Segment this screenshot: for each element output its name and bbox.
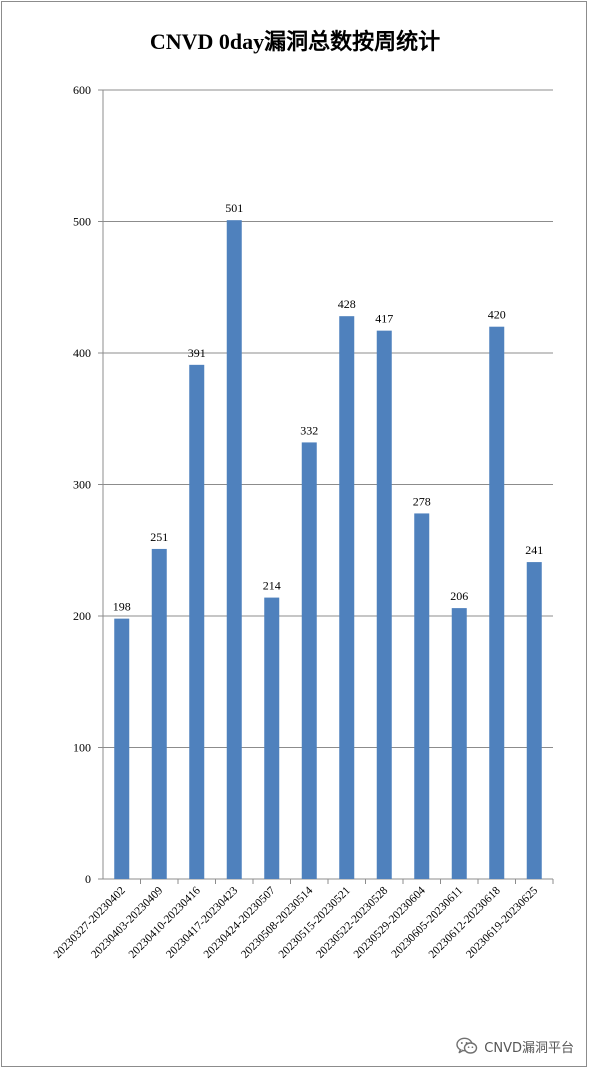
- x-tick-label: 20230522-20230528: [314, 884, 390, 960]
- x-tick-label: 20230424-20230507: [202, 884, 278, 960]
- x-tick-label: 20230417-20230423: [164, 884, 240, 960]
- x-tick-label: 20230619-20230625: [464, 884, 540, 960]
- data-label: 391: [188, 346, 206, 360]
- x-tick-labels: 20230327-2023040220230403-20230409202304…: [52, 884, 541, 960]
- x-tick-label: 20230515-20230521: [277, 884, 353, 960]
- chart-title: CNVD 0day漏洞总数按周统计: [149, 29, 441, 54]
- y-tick-label: 300: [73, 478, 91, 492]
- bar: [376, 330, 392, 879]
- bar: [526, 562, 542, 879]
- y-tick-label: 0: [85, 872, 91, 886]
- bar: [114, 618, 130, 879]
- data-labels: 198 251 391 501 214 332 428 417 278 206 420 241: [113, 201, 544, 613]
- bar: [414, 513, 430, 879]
- data-label: 332: [300, 423, 318, 437]
- y-tick-labels: 0 100 200 300 400 500 600: [73, 83, 91, 886]
- x-tick-label: 20230410-20230416: [127, 884, 203, 960]
- data-label: 198: [113, 600, 131, 614]
- gridlines: [103, 89, 553, 748]
- x-tick-label: 20230327-20230402: [52, 884, 128, 960]
- y-tick-label: 100: [73, 741, 91, 755]
- data-label: 206: [450, 589, 468, 603]
- x-tick-label: 20230508-20230514: [239, 884, 315, 960]
- bar: [451, 608, 467, 879]
- bar: [189, 364, 205, 880]
- data-label: 420: [488, 308, 506, 322]
- data-label: 241: [525, 543, 543, 557]
- data-label: 278: [413, 494, 431, 508]
- axes: [98, 89, 554, 884]
- x-tick-label: 20230612-20230618: [427, 884, 503, 960]
- bar: [489, 326, 505, 879]
- y-tick-label: 600: [73, 83, 91, 97]
- wechat-icon: [456, 1037, 478, 1054]
- bars: [114, 220, 542, 880]
- bar: [151, 548, 167, 879]
- bar: [339, 316, 355, 879]
- y-tick-label: 200: [73, 609, 91, 623]
- watermark-text: CNVD漏洞平台: [484, 1040, 574, 1056]
- y-tick-label: 500: [73, 215, 91, 229]
- bar: [264, 597, 280, 879]
- x-tick-label: 20230529-20230604: [352, 884, 428, 960]
- data-label: 428: [338, 297, 356, 311]
- data-label: 501: [225, 201, 243, 215]
- data-label: 214: [263, 579, 281, 593]
- bar: [226, 220, 242, 879]
- data-label: 251: [150, 530, 168, 544]
- bar: [301, 442, 317, 879]
- x-tick-label: 20230403-20230409: [89, 884, 165, 960]
- data-label: 417: [375, 312, 393, 326]
- y-tick-label: 400: [73, 346, 91, 360]
- x-tick-label: 20230605-20230611: [389, 884, 465, 960]
- watermark: CNVD漏洞平台: [456, 1035, 574, 1057]
